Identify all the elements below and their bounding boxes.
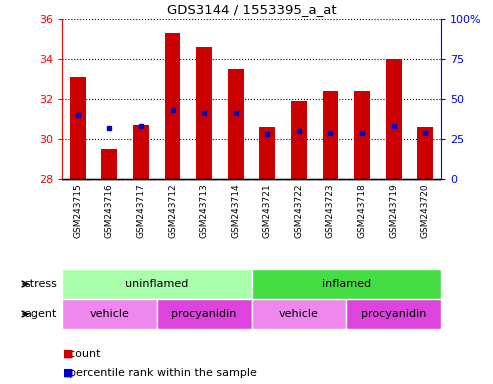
Bar [322,91,338,179]
Text: procyanidin: procyanidin [172,309,237,319]
Text: GSM243715: GSM243715 [73,184,82,238]
Bar [251,269,441,299]
Text: GSM243720: GSM243720 [421,184,430,238]
Bar [346,299,441,329]
Bar [386,59,401,179]
Bar [196,47,212,179]
Bar [259,127,275,179]
Text: GSM243721: GSM243721 [263,184,272,238]
Text: inflamed: inflamed [322,279,371,289]
Text: GSM243718: GSM243718 [357,184,366,238]
Text: uninflamed: uninflamed [125,279,188,289]
Bar [133,125,149,179]
Text: stress: stress [24,279,57,289]
Bar [70,77,86,179]
Text: agent: agent [25,309,57,319]
Bar [291,101,307,179]
Bar [251,299,346,329]
Text: ■: ■ [64,349,74,359]
Text: GSM243719: GSM243719 [389,184,398,238]
Bar [62,269,251,299]
Text: GSM243723: GSM243723 [326,184,335,238]
Bar [165,33,180,179]
Text: vehicle: vehicle [279,309,319,319]
Bar [157,299,251,329]
Text: procyanidin: procyanidin [361,309,426,319]
Text: percentile rank within the sample: percentile rank within the sample [62,368,257,378]
Text: ■: ■ [64,368,74,378]
Bar [62,299,157,329]
Bar [354,91,370,179]
Bar [228,69,244,179]
Text: GSM243714: GSM243714 [231,184,240,238]
Title: GDS3144 / 1553395_a_at: GDS3144 / 1553395_a_at [167,3,336,17]
Text: GSM243717: GSM243717 [137,184,145,238]
Text: vehicle: vehicle [89,309,129,319]
Bar [417,127,433,179]
Text: GSM243716: GSM243716 [105,184,114,238]
Text: GSM243713: GSM243713 [200,184,209,238]
Text: GSM243712: GSM243712 [168,184,177,238]
Bar [102,149,117,179]
Text: GSM243722: GSM243722 [294,184,303,238]
Text: count: count [62,349,101,359]
